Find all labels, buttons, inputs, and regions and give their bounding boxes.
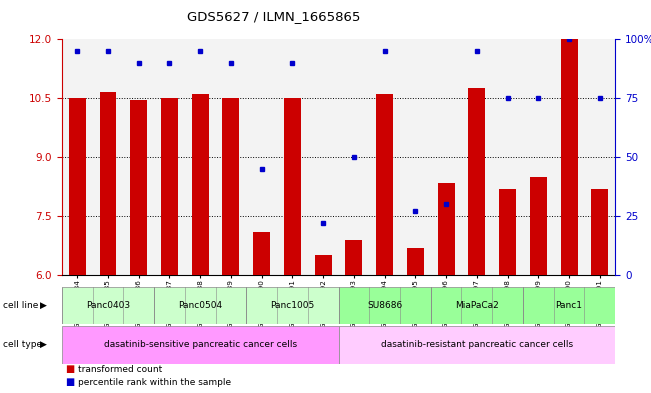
Bar <box>530 177 547 275</box>
Bar <box>431 287 523 324</box>
Bar <box>100 92 117 275</box>
Bar <box>161 98 178 275</box>
Bar <box>308 39 339 275</box>
Bar <box>314 255 331 275</box>
Bar <box>492 39 523 275</box>
Bar <box>215 39 246 275</box>
Bar <box>339 287 431 324</box>
Bar <box>92 39 123 275</box>
Bar <box>69 98 86 275</box>
Bar <box>62 287 154 324</box>
Bar <box>253 232 270 275</box>
Text: Panc1005: Panc1005 <box>270 301 314 310</box>
Text: Panc1: Panc1 <box>555 301 583 310</box>
Text: ■: ■ <box>65 377 74 387</box>
Bar <box>185 39 215 275</box>
Bar <box>62 326 339 364</box>
Text: cell type: cell type <box>3 340 42 349</box>
Bar <box>523 287 615 324</box>
Bar <box>437 183 454 275</box>
Text: GDS5627 / ILMN_1665865: GDS5627 / ILMN_1665865 <box>187 10 360 23</box>
Text: dasatinib-sensitive pancreatic cancer cells: dasatinib-sensitive pancreatic cancer ce… <box>104 340 297 349</box>
Bar <box>192 94 208 275</box>
Bar <box>339 39 369 275</box>
Bar <box>431 39 462 275</box>
Bar <box>154 39 185 275</box>
Text: MiaPaCa2: MiaPaCa2 <box>455 301 499 310</box>
Text: ▶: ▶ <box>40 301 48 310</box>
Text: SU8686: SU8686 <box>367 301 402 310</box>
Bar <box>523 39 554 275</box>
Text: cell line: cell line <box>3 301 38 310</box>
Bar <box>376 94 393 275</box>
Bar <box>284 98 301 275</box>
Bar <box>554 39 585 275</box>
Text: dasatinib-resistant pancreatic cancer cells: dasatinib-resistant pancreatic cancer ce… <box>381 340 573 349</box>
Text: ▶: ▶ <box>40 340 48 349</box>
Bar <box>130 100 147 275</box>
Bar <box>591 189 608 275</box>
Bar <box>462 39 492 275</box>
Bar <box>585 39 615 275</box>
Bar <box>469 88 485 275</box>
Text: Panc0403: Panc0403 <box>86 301 130 310</box>
Bar <box>246 287 339 324</box>
Bar <box>346 240 363 275</box>
Bar <box>223 98 240 275</box>
Bar <box>499 189 516 275</box>
Bar <box>246 39 277 275</box>
Text: transformed count: transformed count <box>78 365 162 374</box>
Text: percentile rank within the sample: percentile rank within the sample <box>78 378 231 387</box>
Text: Panc0504: Panc0504 <box>178 301 222 310</box>
Bar <box>62 39 92 275</box>
Bar <box>339 326 615 364</box>
Bar <box>277 39 308 275</box>
Bar <box>123 39 154 275</box>
Bar <box>561 39 577 275</box>
Bar <box>154 287 246 324</box>
Text: ■: ■ <box>65 364 74 375</box>
Bar <box>407 248 424 275</box>
Bar <box>400 39 431 275</box>
Bar <box>369 39 400 275</box>
